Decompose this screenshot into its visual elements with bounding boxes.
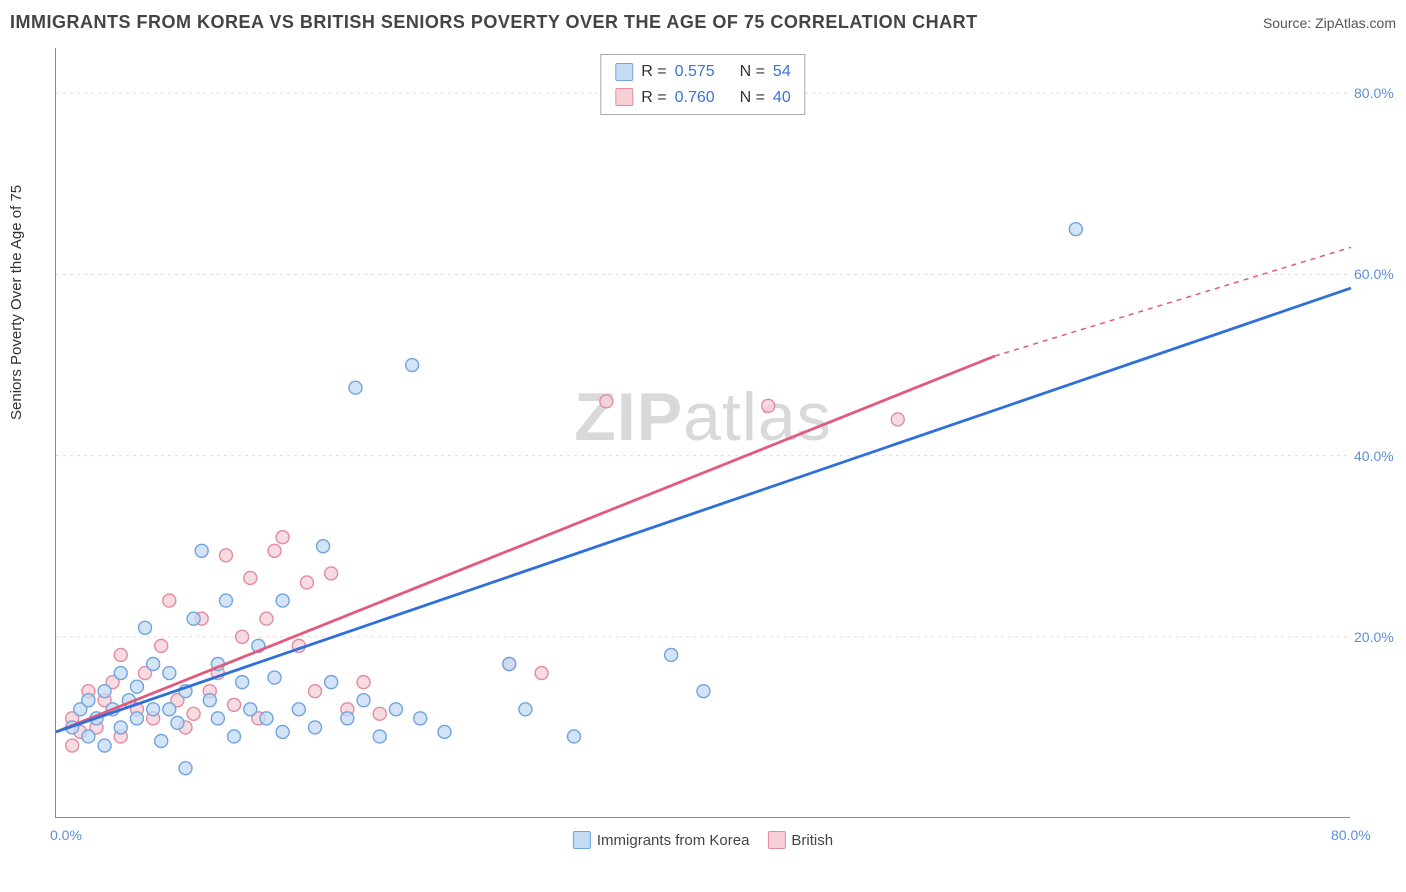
r-value-pink: 0.760 bbox=[675, 85, 715, 111]
swatch-icon bbox=[573, 831, 591, 849]
scatter-svg bbox=[56, 48, 1350, 817]
source-name: ZipAtlas.com bbox=[1315, 15, 1396, 31]
n-label-blue: N = bbox=[740, 59, 765, 85]
y-axis-label: Seniors Poverty Over the Age of 75 bbox=[8, 185, 25, 420]
y-tick-label: 60.0% bbox=[1354, 266, 1402, 282]
chart-plot-area: ZIPatlas R = 0.575 N = 54 R = 0.760 N = … bbox=[55, 48, 1350, 818]
legend-row-pink: R = 0.760 N = 40 bbox=[615, 85, 790, 111]
legend-row-blue: R = 0.575 N = 54 bbox=[615, 59, 790, 85]
x-tick-label: 0.0% bbox=[50, 827, 82, 843]
chart-header: IMMIGRANTS FROM KOREA VS BRITISH SENIORS… bbox=[10, 12, 1396, 33]
y-tick-label: 80.0% bbox=[1354, 85, 1402, 101]
y-tick-label: 40.0% bbox=[1354, 448, 1402, 464]
swatch-blue bbox=[615, 63, 633, 81]
source-attribution: Source: ZipAtlas.com bbox=[1263, 15, 1396, 31]
legend-item-blue: Immigrants from Korea bbox=[573, 831, 750, 849]
n-label-pink: N = bbox=[740, 85, 765, 111]
r-value-blue: 0.575 bbox=[675, 59, 715, 85]
x-tick-label: 80.0% bbox=[1331, 827, 1371, 843]
legend-item-pink: British bbox=[767, 831, 833, 849]
swatch-icon bbox=[767, 831, 785, 849]
n-value-blue: 54 bbox=[773, 59, 791, 85]
y-tick-label: 20.0% bbox=[1354, 629, 1402, 645]
swatch-pink bbox=[615, 88, 633, 106]
source-prefix: Source: bbox=[1263, 15, 1315, 31]
legend-series: Immigrants from Korea British bbox=[573, 831, 833, 849]
r-label-blue: R = bbox=[641, 59, 666, 85]
legend-label-blue: Immigrants from Korea bbox=[597, 832, 750, 849]
chart-title: IMMIGRANTS FROM KOREA VS BRITISH SENIORS… bbox=[10, 12, 978, 33]
r-label-pink: R = bbox=[641, 85, 666, 111]
legend-correlation-box: R = 0.575 N = 54 R = 0.760 N = 40 bbox=[600, 54, 805, 115]
n-value-pink: 40 bbox=[773, 85, 791, 111]
legend-label-pink: British bbox=[791, 832, 833, 849]
